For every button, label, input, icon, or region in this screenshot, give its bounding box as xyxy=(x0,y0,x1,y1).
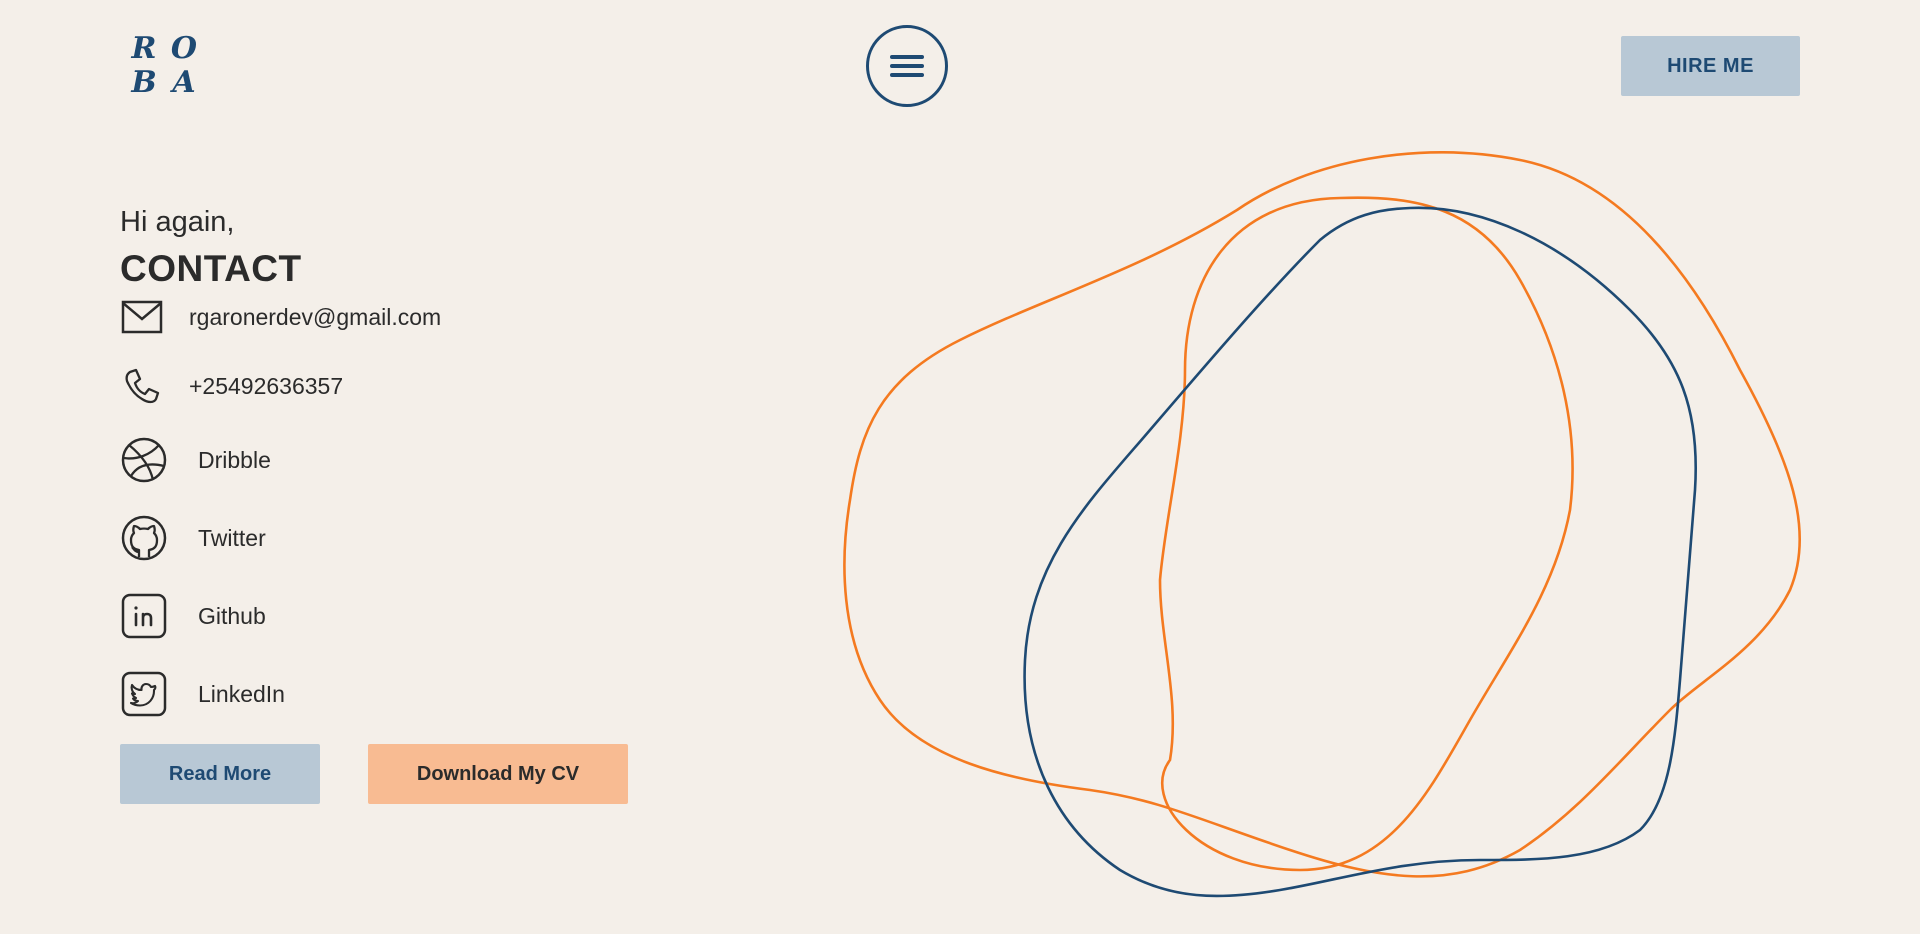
dribbble-icon xyxy=(120,436,168,484)
linkedin-icon xyxy=(120,592,168,640)
social-label[interactable]: Github xyxy=(198,602,266,629)
social-label[interactable]: Twitter xyxy=(198,524,266,551)
social-label[interactable]: LinkedIn xyxy=(198,680,285,707)
social-link-linkedin[interactable]: LinkedIn xyxy=(120,670,285,718)
menu-button[interactable] xyxy=(866,25,948,107)
greeting: Hi again, xyxy=(120,206,235,238)
phone-text[interactable]: +25492636357 xyxy=(189,372,344,399)
read-more-button[interactable]: Read More xyxy=(120,744,320,804)
social-link-github[interactable]: Github xyxy=(120,592,266,640)
hamburger-menu-icon xyxy=(890,55,924,77)
social-label[interactable]: Dribble xyxy=(198,446,271,473)
envelope-icon xyxy=(120,298,164,336)
social-link-twitter[interactable]: Twitter xyxy=(120,514,266,562)
email-text[interactable]: rgaronerdev@gmail.com xyxy=(189,303,442,330)
orange-blob-large xyxy=(843,151,1802,878)
twitter-icon xyxy=(120,670,168,718)
logo-letter: O xyxy=(170,31,198,66)
hire-me-button[interactable]: HIRE ME xyxy=(1621,36,1800,96)
blue-blob xyxy=(1023,206,1697,898)
phone-icon xyxy=(120,366,164,406)
page-title: CONTACT xyxy=(120,248,302,289)
phone-row[interactable]: +25492636357 xyxy=(120,366,343,406)
logo-letter: B xyxy=(131,65,157,100)
logo[interactable]: R O B A xyxy=(124,32,204,100)
github-icon xyxy=(120,514,168,562)
social-link-dribbble[interactable]: Dribble xyxy=(120,436,271,484)
logo-letter: A xyxy=(172,65,196,100)
download-cv-button[interactable]: Download My CV xyxy=(368,744,628,804)
email-row[interactable]: rgaronerdev@gmail.com xyxy=(120,298,441,336)
orange-blob-tall xyxy=(1158,196,1574,872)
logo-letter: R xyxy=(131,31,157,66)
